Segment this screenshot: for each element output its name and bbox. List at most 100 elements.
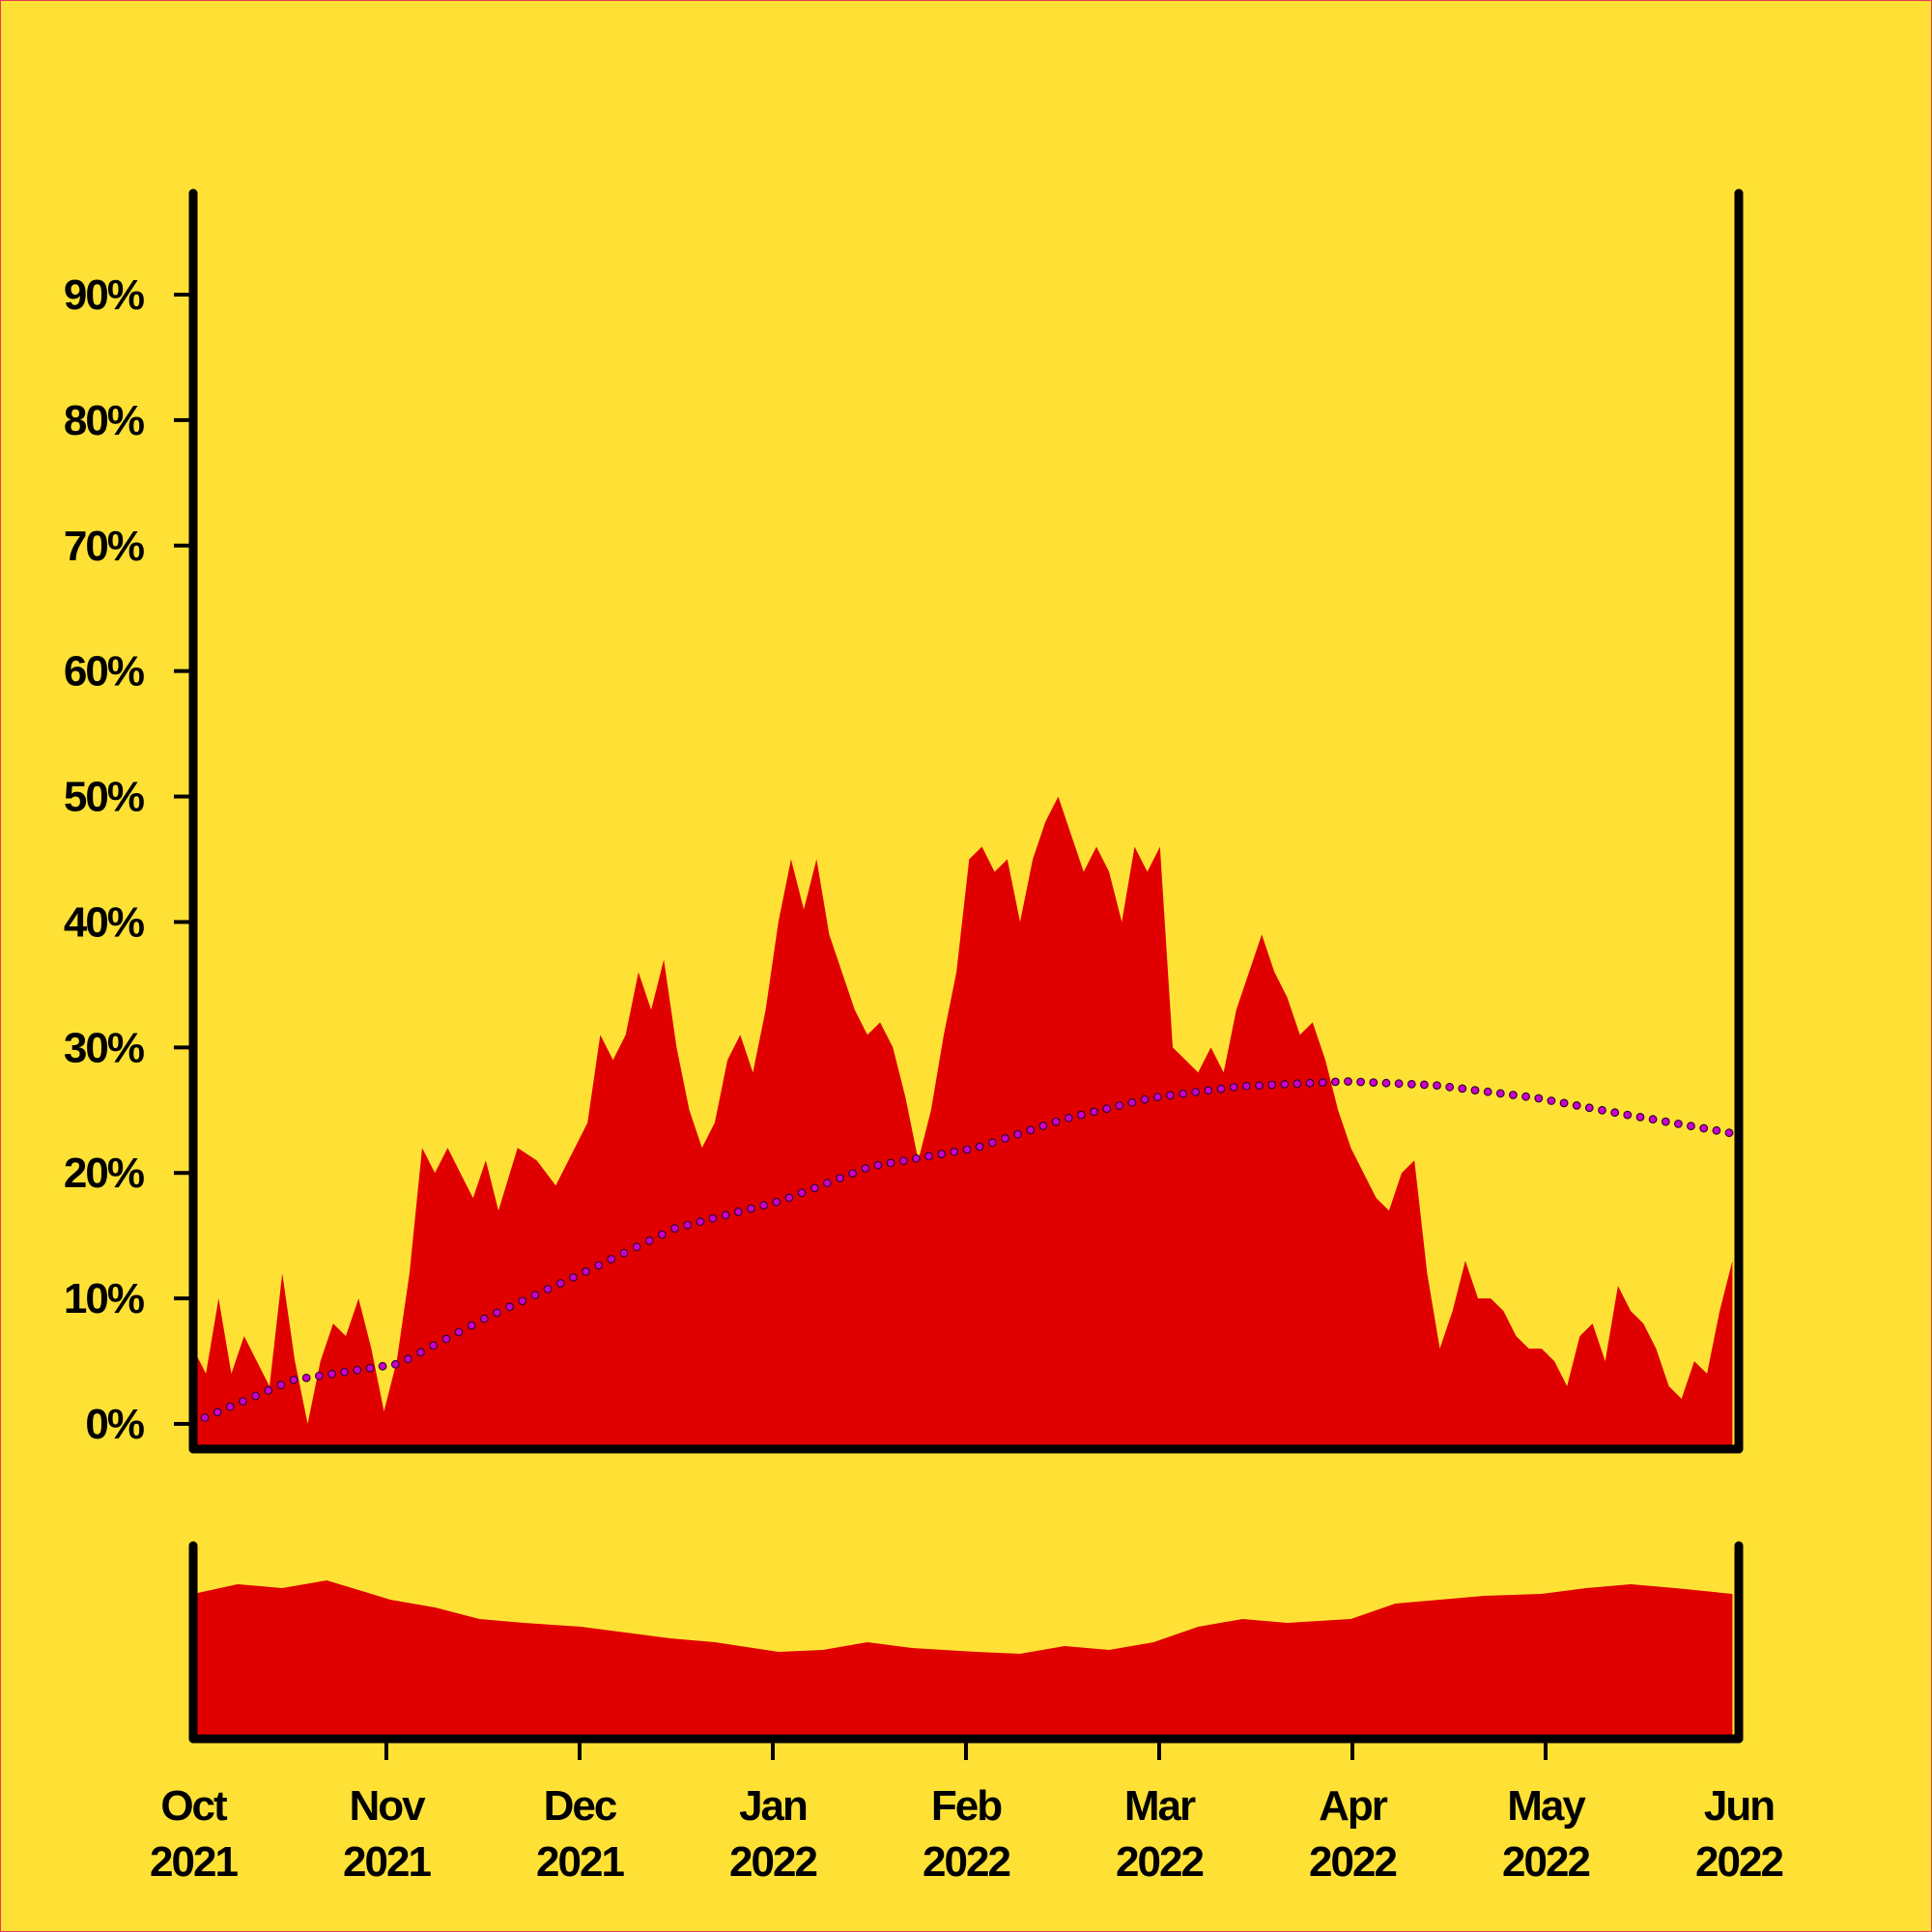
trend-point bbox=[1445, 1082, 1455, 1092]
trend-point bbox=[1623, 1110, 1633, 1120]
trend-point bbox=[873, 1160, 883, 1170]
trend-point bbox=[454, 1327, 464, 1337]
x-tick-month: Nov bbox=[349, 1782, 426, 1830]
y-tick-label: 90% bbox=[64, 271, 144, 319]
trend-point bbox=[543, 1285, 553, 1293]
y-tick-label: 30% bbox=[64, 1024, 144, 1071]
trend-point bbox=[784, 1193, 794, 1203]
trend-point bbox=[950, 1147, 959, 1156]
trend-point bbox=[1521, 1092, 1530, 1101]
bottom-area-group bbox=[193, 1580, 1733, 1736]
trend-point bbox=[1013, 1129, 1022, 1139]
y-tick-label: 20% bbox=[64, 1150, 144, 1197]
trend-point bbox=[733, 1208, 743, 1216]
trend-point bbox=[1305, 1078, 1315, 1088]
trend-point bbox=[365, 1363, 375, 1373]
trend-point bbox=[518, 1296, 527, 1306]
y-tick-label: 80% bbox=[64, 397, 144, 444]
trend-point bbox=[225, 1402, 235, 1411]
x-tick-year: 2022 bbox=[1116, 1838, 1203, 1886]
trend-point bbox=[683, 1220, 693, 1230]
trend-point bbox=[1433, 1081, 1441, 1090]
trend-point bbox=[924, 1151, 933, 1161]
x-tick-year: 2021 bbox=[343, 1838, 431, 1886]
trend-point bbox=[1673, 1119, 1683, 1128]
trend-point bbox=[555, 1279, 565, 1288]
trend-point bbox=[823, 1179, 832, 1188]
trend-point bbox=[898, 1156, 908, 1165]
trend-point bbox=[987, 1138, 997, 1148]
x-tick-year: 2022 bbox=[923, 1838, 1009, 1886]
trend-point bbox=[772, 1197, 781, 1207]
trend-point bbox=[378, 1361, 387, 1371]
trend-point bbox=[797, 1188, 807, 1198]
trend-point bbox=[493, 1308, 501, 1318]
trend-point bbox=[1102, 1104, 1112, 1114]
trend-point bbox=[289, 1375, 298, 1384]
trend-series bbox=[200, 1077, 1734, 1422]
trend-point bbox=[1712, 1125, 1721, 1135]
trend-point bbox=[810, 1183, 819, 1193]
trend-point bbox=[658, 1230, 667, 1239]
trend-point bbox=[1076, 1110, 1086, 1120]
trend-point bbox=[1661, 1117, 1670, 1126]
trend-point bbox=[1241, 1081, 1251, 1091]
trend-point bbox=[1572, 1100, 1581, 1110]
trend-point bbox=[1584, 1103, 1594, 1113]
trend-point bbox=[848, 1169, 857, 1178]
trend-point bbox=[1267, 1080, 1276, 1090]
x-tick-year: 2022 bbox=[1502, 1838, 1589, 1886]
trend-point bbox=[467, 1321, 476, 1330]
trend-point bbox=[886, 1158, 895, 1168]
trend-point bbox=[416, 1348, 425, 1357]
trend-point bbox=[1699, 1123, 1709, 1133]
trend-point bbox=[1293, 1079, 1302, 1089]
trend-point bbox=[644, 1236, 654, 1245]
x-tick-year: 2022 bbox=[729, 1838, 816, 1886]
x-tick-month: Jun bbox=[1704, 1782, 1774, 1830]
trend-point bbox=[251, 1391, 261, 1401]
trend-point bbox=[1140, 1094, 1150, 1104]
trend-point bbox=[441, 1334, 451, 1344]
trend-point bbox=[1356, 1077, 1365, 1087]
trend-point bbox=[200, 1413, 210, 1422]
trend-point bbox=[530, 1291, 540, 1299]
trend-point bbox=[632, 1242, 641, 1252]
trend-point bbox=[975, 1142, 984, 1151]
trend-point bbox=[301, 1373, 311, 1382]
trend-point bbox=[607, 1255, 616, 1264]
trend-point bbox=[315, 1371, 324, 1380]
x-tick-month: Jan bbox=[739, 1782, 807, 1830]
trend-point bbox=[696, 1217, 705, 1227]
x-tick-year: 2022 bbox=[1309, 1838, 1396, 1886]
x-tick-year: 2021 bbox=[150, 1838, 238, 1886]
trend-point bbox=[1280, 1079, 1290, 1089]
main-area-group bbox=[193, 796, 1733, 1446]
trend-point bbox=[937, 1150, 947, 1158]
trend-point bbox=[340, 1367, 350, 1377]
trend-point bbox=[721, 1210, 730, 1220]
trend-point bbox=[1090, 1107, 1098, 1117]
trend-point bbox=[1495, 1089, 1505, 1098]
trend-point bbox=[1318, 1078, 1327, 1087]
trend-point bbox=[1191, 1088, 1201, 1096]
bottom-area bbox=[193, 1580, 1733, 1736]
main-area bbox=[193, 796, 1733, 1446]
trend-point bbox=[213, 1407, 222, 1417]
trend-point bbox=[1419, 1080, 1429, 1090]
x-tick-month: Dec bbox=[544, 1782, 617, 1830]
trend-point bbox=[569, 1272, 578, 1282]
y-tick-label: 40% bbox=[64, 898, 144, 946]
trend-point bbox=[479, 1314, 489, 1323]
trend-point bbox=[912, 1153, 921, 1163]
trend-point bbox=[1369, 1078, 1378, 1087]
trend-point bbox=[1038, 1122, 1048, 1130]
trend-point bbox=[1458, 1084, 1467, 1094]
trend-point bbox=[353, 1365, 362, 1375]
trend-point bbox=[276, 1380, 286, 1390]
trend-point bbox=[1687, 1122, 1695, 1131]
trend-point bbox=[1064, 1113, 1073, 1122]
trend-point bbox=[1547, 1096, 1556, 1105]
trend-point bbox=[1127, 1097, 1137, 1107]
